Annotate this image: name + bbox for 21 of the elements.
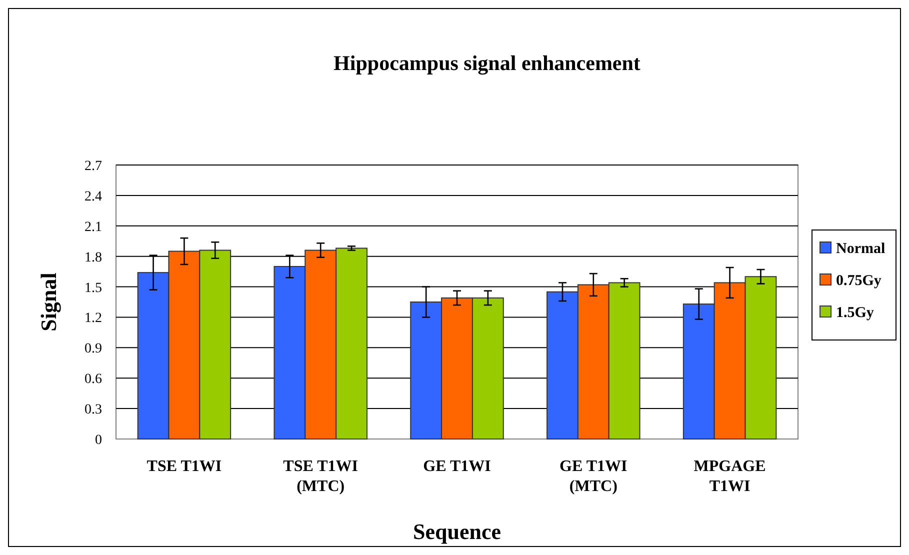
- y-tick-label: 0.3: [84, 402, 102, 418]
- x-tick-label: TSE T1WI: [146, 458, 222, 475]
- y-axis-title: Signal: [36, 272, 61, 332]
- x-tick-label: MPGAGE T1WI: [694, 458, 766, 495]
- y-tick-label: 0: [95, 433, 102, 448]
- x-tick-label: TSE T1WI (MTC): [283, 458, 358, 495]
- legend-label: 1.5Gy: [836, 305, 874, 321]
- legend-label: 0.75Gy: [836, 273, 882, 289]
- x-tick-label: GE T1WI: [423, 458, 491, 475]
- y-tick-label: 2.7: [84, 159, 102, 174]
- x-tick-label: GE T1WI (MTC): [560, 458, 628, 495]
- y-tick-label: 1.8: [84, 250, 102, 266]
- legend-label: Normal: [836, 241, 886, 257]
- y-tick-label: 0.6: [84, 372, 102, 388]
- x-axis-title: Sequence: [413, 519, 502, 544]
- y-tick-label: 0.9: [84, 342, 102, 357]
- y-tick-label: 2.4: [84, 189, 102, 204]
- y-tick-label: 2.1: [84, 220, 102, 235]
- y-tick-label: 1.2: [84, 311, 102, 326]
- y-tick-label: 1.5: [84, 280, 102, 296]
- chart-title: Hippocampus signal enhancement: [334, 51, 640, 75]
